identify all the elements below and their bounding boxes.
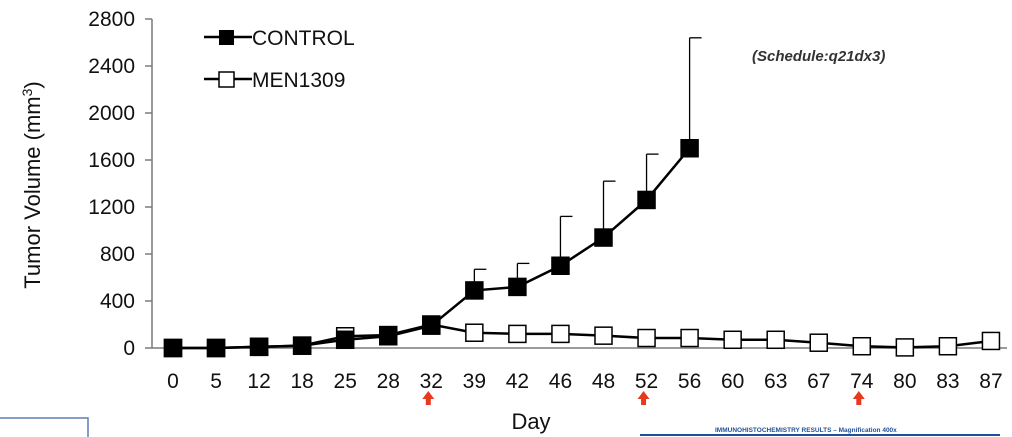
y-tick-labels: 0 400 800 1200 1600 2000 2400 2800 [88, 8, 152, 360]
error-bars [473, 37, 702, 291]
x-axis-label: Day [511, 409, 550, 434]
point-control-day-56 [680, 139, 699, 158]
x-tick-label-5: 5 [210, 370, 222, 393]
point-control-day-52 [637, 190, 656, 210]
x-tick-label-52: 52 [635, 370, 658, 393]
point-men1309-day-80 [895, 338, 915, 357]
point-men1309-day-52 [637, 328, 656, 348]
y-tick-label-2800: 2800 [88, 8, 135, 31]
point-control-day-42 [508, 277, 527, 297]
x-tick-label-83: 83 [936, 370, 959, 393]
y-tick-label-1200: 1200 [88, 196, 135, 219]
x-tick-label-56: 56 [678, 370, 701, 393]
legend: CONTROL MEN1309 [204, 27, 355, 92]
point-control-day-0 [163, 338, 183, 358]
legend-men1309-marker [218, 71, 235, 88]
dosing-arrow-day-52 [637, 391, 650, 405]
x-tick-label-28: 28 [377, 370, 400, 393]
x-tick-label-63: 63 [764, 370, 787, 393]
x-tick-label-87: 87 [979, 370, 1002, 393]
x-tick-label-39: 39 [463, 370, 486, 393]
y-axis-label: Tumor Volume (mm3) [19, 81, 45, 288]
x-tick-label-46: 46 [549, 370, 572, 393]
x-tick-label-67: 67 [807, 370, 830, 393]
point-control-day-5 [206, 338, 226, 358]
dosing-arrows [422, 391, 865, 405]
point-men1309-day-39 [465, 323, 484, 342]
series-group [163, 139, 1001, 358]
dosing-arrow-day-32 [422, 391, 435, 405]
point-men1309-day-63 [766, 330, 785, 350]
x-tick-label-25: 25 [334, 370, 357, 393]
point-control-day-39 [465, 281, 484, 300]
point-men1309-day-87 [981, 331, 1001, 351]
legend-control-label: CONTROL [252, 27, 355, 50]
x-tick-label-60: 60 [721, 370, 744, 393]
x-tick-label-74: 74 [850, 370, 874, 393]
point-men1309-day-60 [723, 330, 742, 350]
point-control-day-46 [551, 256, 570, 275]
y-tick-label-2000: 2000 [88, 102, 135, 125]
x-tick-labels: 0 5 12 18 25 28 32 39 42 46 48 52 56 60 63 67 74 80 83 87 [167, 370, 1002, 393]
point-control-day-48 [594, 228, 613, 247]
y-tick-label-400: 400 [100, 290, 135, 313]
point-control-day-18 [292, 336, 312, 355]
schedule-annotation: (Schedule:q21dx3) [752, 48, 885, 65]
cropped-box-edge [0, 417, 89, 437]
footer-caption: IMMUNOHISTOCHEMISTRY RESULTS – Magnifica… [715, 427, 897, 434]
point-men1309-day-83 [938, 336, 958, 356]
point-control-day-32 [422, 316, 441, 335]
point-control-day-25 [335, 330, 355, 350]
point-men1309-day-42 [508, 324, 527, 344]
y-tick-label-800: 800 [100, 243, 135, 266]
y-tick-label-1600: 1600 [88, 149, 135, 172]
x-tick-label-32: 32 [420, 370, 443, 393]
x-tick-label-18: 18 [290, 370, 313, 393]
x-tick-label-80: 80 [893, 370, 916, 393]
x-tick-label-12: 12 [247, 370, 270, 393]
point-men1309-day-67 [809, 333, 828, 352]
x-tick-label-42: 42 [506, 370, 529, 393]
point-men1309-day-48 [594, 326, 613, 345]
legend-control-marker [219, 30, 234, 45]
point-control-day-28 [379, 327, 398, 346]
point-control-day-12 [249, 337, 269, 357]
y-tick-label-0: 0 [123, 337, 135, 360]
point-men1309-day-74 [852, 336, 872, 356]
y-tick-label-2400: 2400 [88, 55, 135, 78]
x-tick-label-0: 0 [167, 370, 179, 393]
x-tick-label-48: 48 [592, 370, 615, 393]
legend-men1309-label: MEN1309 [252, 69, 345, 92]
dosing-arrow-day-74 [852, 391, 865, 405]
point-men1309-day-56 [680, 328, 699, 348]
point-men1309-day-46 [551, 324, 570, 344]
